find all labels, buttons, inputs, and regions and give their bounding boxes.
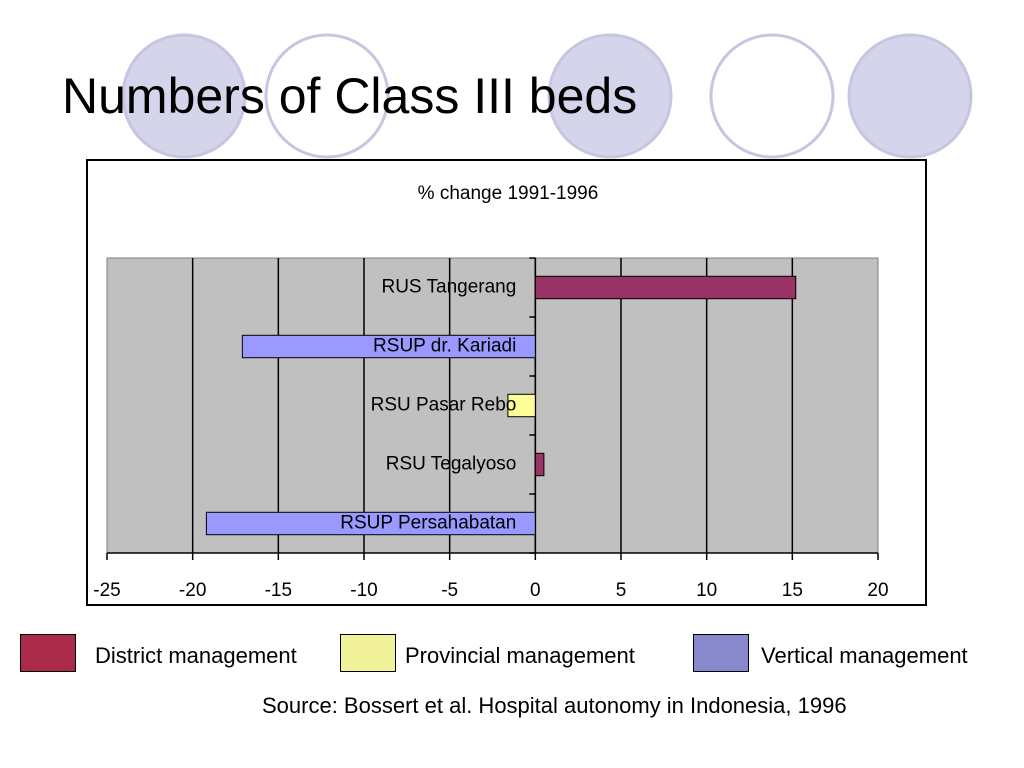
category-label: RSU Pasar Rebo [371,395,517,416]
x-tick-label: 15 [782,580,803,601]
bar [507,393,536,418]
legend-swatch-vertical [693,634,749,672]
decor-circle-5 [847,33,973,159]
decor-circle-2 [264,33,390,159]
category-label: RSU Tegalyoso [386,454,517,475]
category-label: RSUP Persahabatan [340,513,516,534]
bar [534,452,545,477]
plot-area [106,257,879,554]
slide-title: Numbers of Class III beds [62,68,638,124]
chart-frame: % change 1991-1996 -25 -20 -15 -10 -5 0 5 10 15 20… [86,159,927,606]
x-tick-label: -10 [350,580,377,601]
source-note: Source: Bossert et al. Hospital autonomy… [262,693,847,718]
x-tick-label: 0 [530,580,541,601]
legend-swatch-provincial [340,634,396,672]
x-tick-label: -15 [265,580,292,601]
bar-chart: % change 1991-1996 -25 -20 -15 -10 -5 0 5 10 15 20… [93,183,888,601]
chart-title: % change 1991-1996 [418,183,599,204]
decor-circle-1 [121,33,247,159]
bar [241,334,536,359]
category-label: RUS Tangerang [381,277,516,298]
decor-circle-3 [547,33,673,159]
x-tick-label: 10 [696,580,717,601]
legend-label-vertical: Vertical management [761,643,968,668]
legend-swatch-district [20,634,76,672]
x-tick-label: -20 [179,580,206,601]
category-label: RSUP dr. Kariadi [373,336,516,357]
x-tick-label: -25 [93,580,120,601]
bar [534,275,797,300]
decor-circle-4 [709,33,835,159]
x-tick-label: -5 [441,580,458,601]
x-tick-label: 20 [867,580,888,601]
x-tick-label: 5 [616,580,627,601]
bar [205,511,536,536]
legend-label-provincial: Provincial management [405,643,635,668]
legend-label-district: District management [95,643,297,668]
